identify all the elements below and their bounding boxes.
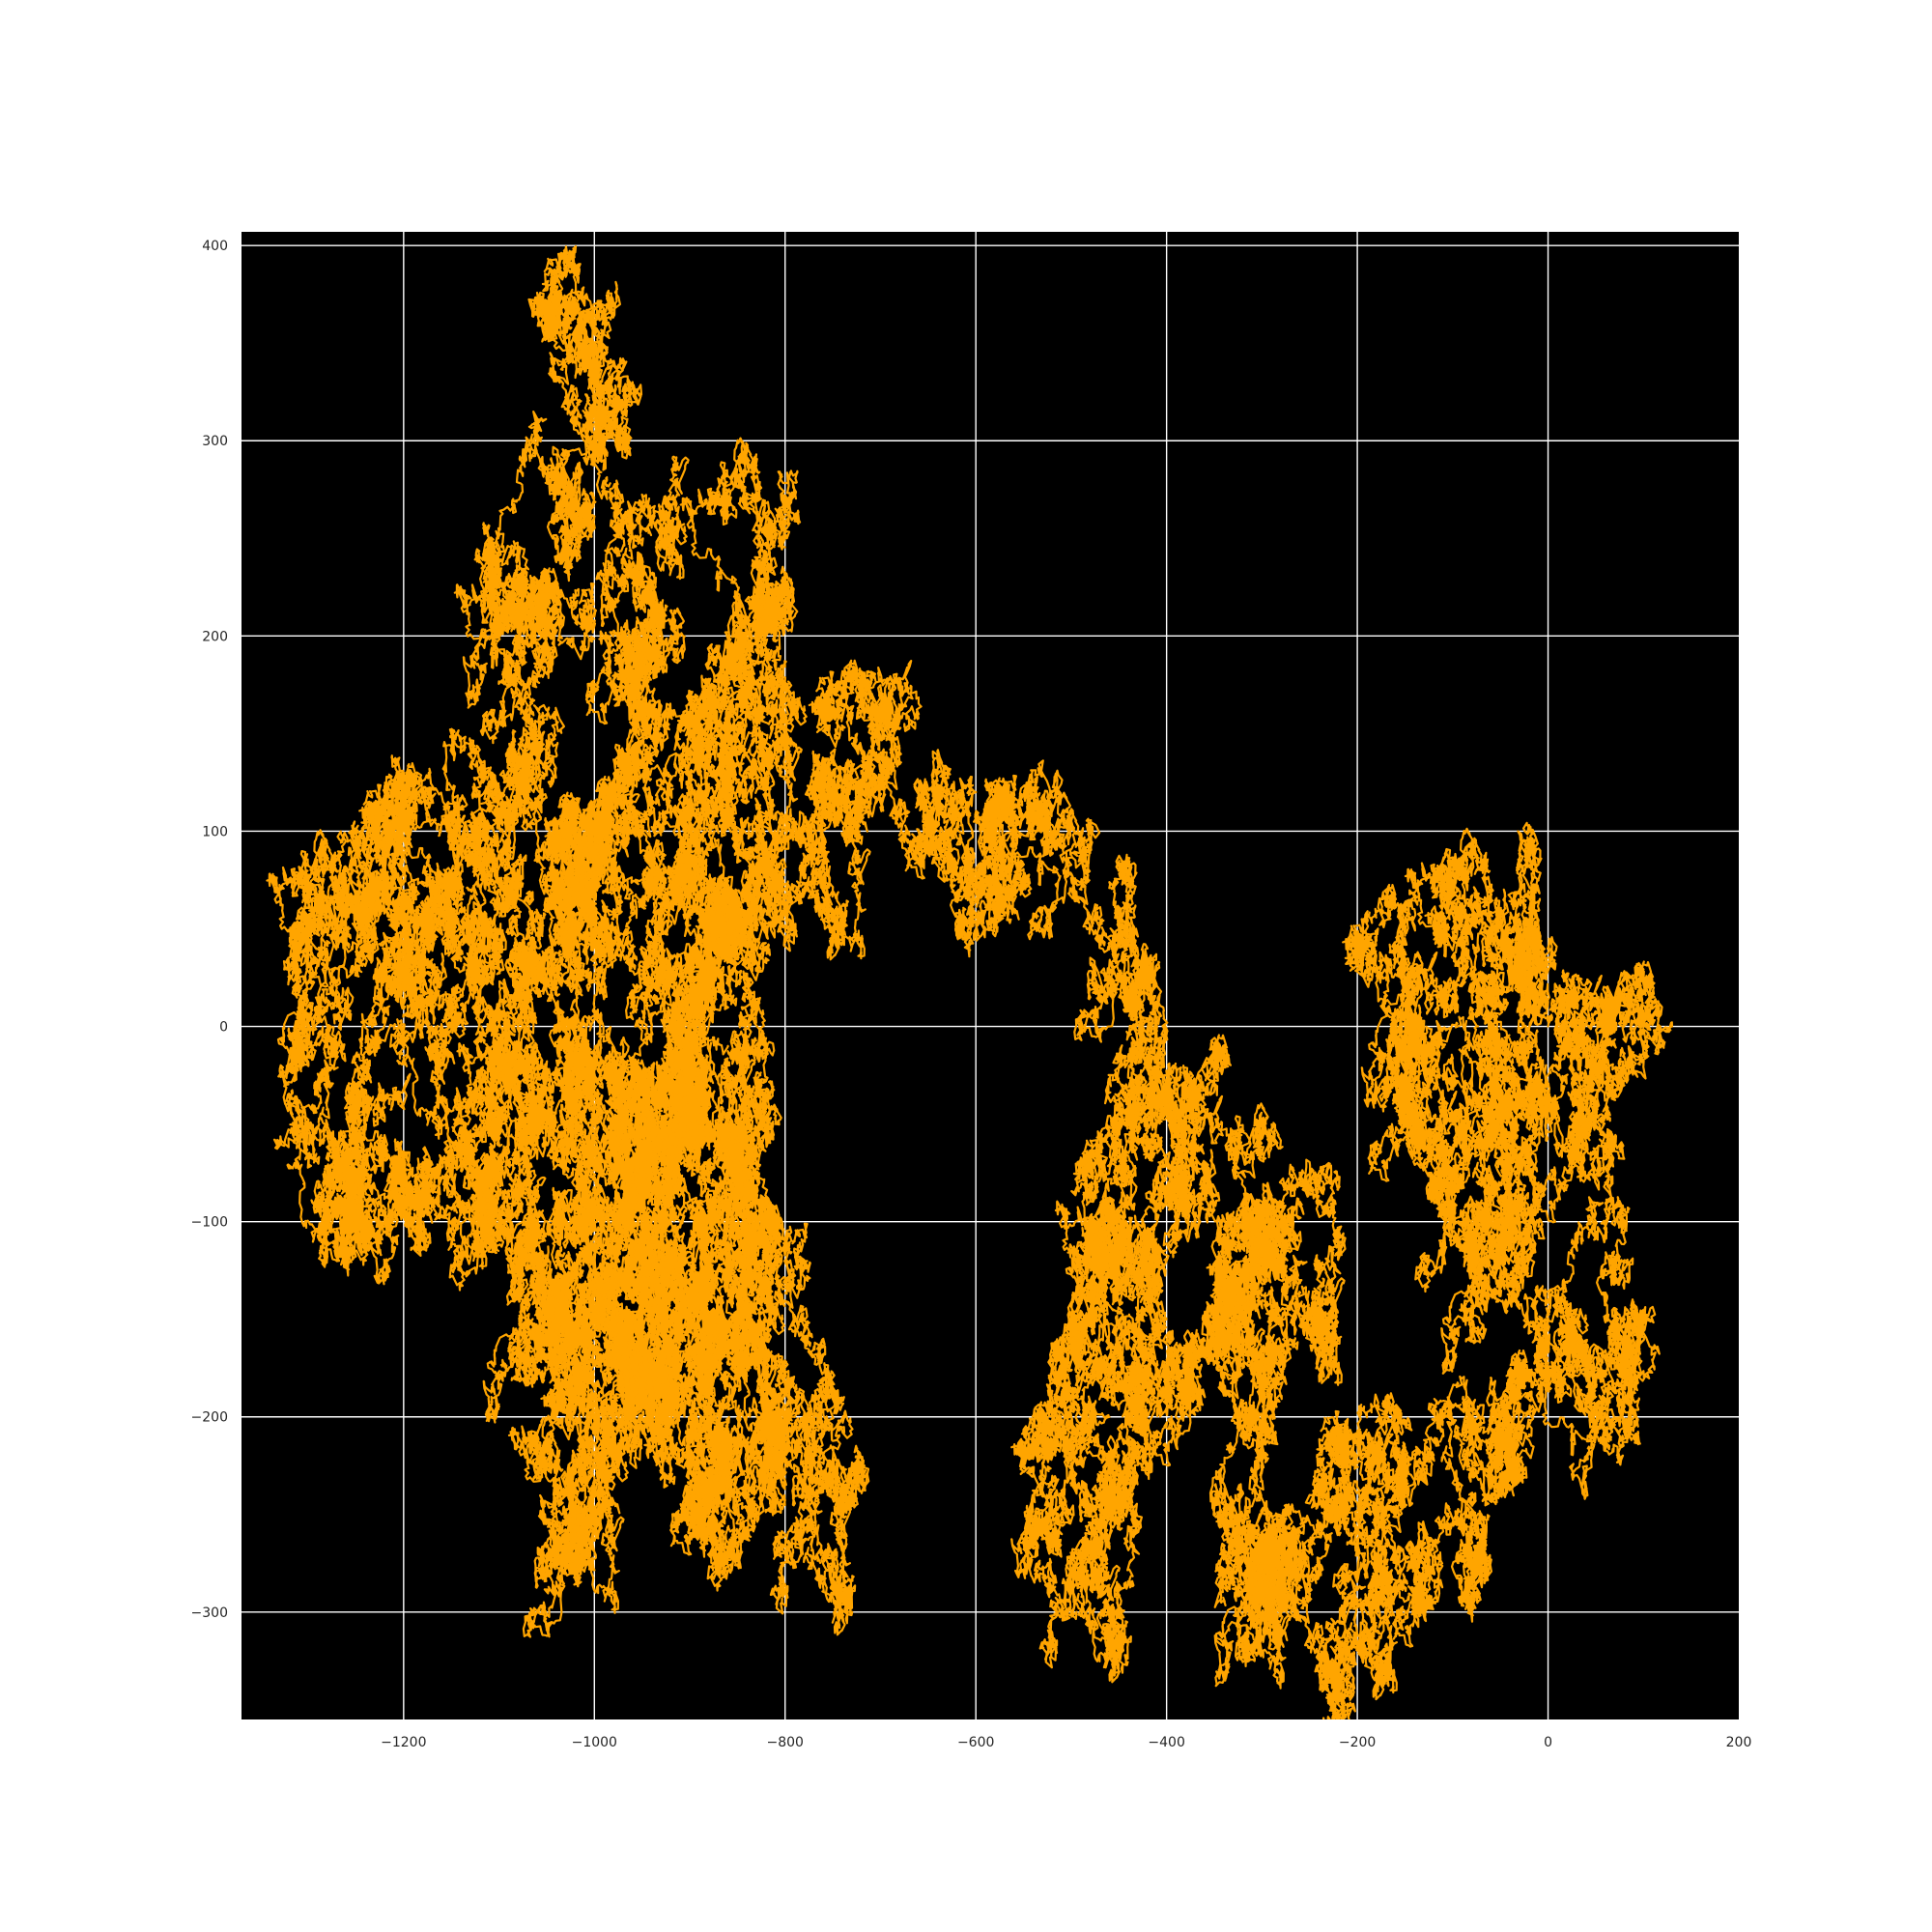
walk-segment: [465, 919, 582, 1109]
walk-segment: [1511, 1012, 1637, 1224]
walk-segment: [333, 1072, 424, 1266]
walk-segment: [692, 601, 796, 808]
x-tick-label: −1200: [381, 1735, 426, 1750]
walk-segment: [1038, 1492, 1143, 1684]
walk-segment: [1231, 1111, 1333, 1309]
walk-segment: [1360, 908, 1505, 1109]
walk-segment: [1453, 1377, 1538, 1507]
walk-segment: [474, 706, 565, 884]
walk-segment: [697, 1386, 800, 1592]
walk-segment: [1177, 1176, 1269, 1433]
walk-segment: [1342, 883, 1460, 1113]
walk-segment: [685, 713, 781, 973]
y-tick-label: −200: [191, 1410, 228, 1426]
walk-segment: [579, 356, 688, 563]
walk-segment: [1378, 1439, 1474, 1648]
y-tick-label: 200: [202, 629, 228, 644]
walk-segment: [956, 759, 1064, 938]
walk-segment: [876, 674, 957, 880]
walk-segment: [685, 1236, 800, 1517]
walk-segment: [1257, 1161, 1347, 1386]
walk-segment: [540, 1103, 687, 1290]
x-tick-label: −600: [957, 1735, 994, 1750]
y-tick-label: 100: [202, 824, 228, 839]
walk-segment: [266, 828, 380, 1036]
walk-segment: [1404, 1065, 1540, 1293]
walk-segment: [1424, 852, 1541, 1064]
walk-segment: [408, 1055, 511, 1270]
x-tick-label: 200: [1726, 1735, 1752, 1750]
walk-segment: [473, 411, 558, 679]
walk-segment: [507, 1414, 624, 1588]
walk-segment: [772, 1337, 870, 1565]
walk-segment: [574, 1025, 668, 1208]
walk-segment: [808, 659, 923, 838]
y-tick-label: 0: [219, 1020, 228, 1036]
walk-segment: [649, 1306, 739, 1466]
walk-segment: [1000, 791, 1138, 965]
walk-segment: [1396, 1015, 1476, 1219]
walk-segment: [1148, 1212, 1247, 1467]
walk-segment: [1066, 1241, 1181, 1445]
y-tick-label: −300: [191, 1605, 228, 1621]
walk-segment: [804, 693, 887, 859]
x-tick-label: −200: [1339, 1735, 1376, 1750]
walk-segment: [647, 670, 753, 838]
walk-segment: [712, 553, 808, 841]
walk-segment: [699, 1194, 811, 1343]
walk-segment: [670, 754, 764, 973]
walk-segment: [526, 377, 601, 582]
walk-segment: [1079, 1019, 1167, 1207]
walk-segment: [578, 771, 701, 947]
x-tick-label: 0: [1544, 1735, 1552, 1750]
walk-segment: [1314, 1428, 1404, 1701]
walk-segment: [777, 751, 877, 961]
walk-segment: [1588, 1173, 1652, 1434]
walk-segment: [928, 771, 996, 958]
walk-segment: [1208, 1415, 1296, 1622]
walk-segment: [504, 1061, 590, 1306]
walk-segment: [1045, 1275, 1111, 1468]
walk-segment: [656, 989, 729, 1152]
walk-segment: [1102, 947, 1207, 1219]
y-tick-label: 400: [202, 239, 228, 254]
walk-segment: [516, 878, 610, 1087]
walk-segment: [598, 607, 714, 810]
x-tick-label: −400: [1148, 1735, 1184, 1750]
y-tick-label: 300: [202, 434, 228, 449]
x-tick-label: −800: [767, 1735, 804, 1750]
walk-segment: [1054, 1126, 1168, 1350]
tick-labels: −1200 −1000 −800 −600 −400 −200 0 200−300−200−1…: [191, 239, 1752, 1750]
walk-segment: [349, 727, 459, 920]
y-tick-label: −100: [191, 1215, 228, 1231]
walk-segment: [1073, 860, 1158, 1043]
walk-segment: [1065, 1321, 1163, 1587]
series-layer: [266, 244, 1673, 1719]
walk-segment: [518, 1197, 624, 1388]
walk-segment: [535, 244, 635, 417]
x-tick-label: −1000: [572, 1735, 617, 1750]
walk-segment: [360, 865, 467, 1057]
walk-segment: [1413, 1375, 1502, 1623]
